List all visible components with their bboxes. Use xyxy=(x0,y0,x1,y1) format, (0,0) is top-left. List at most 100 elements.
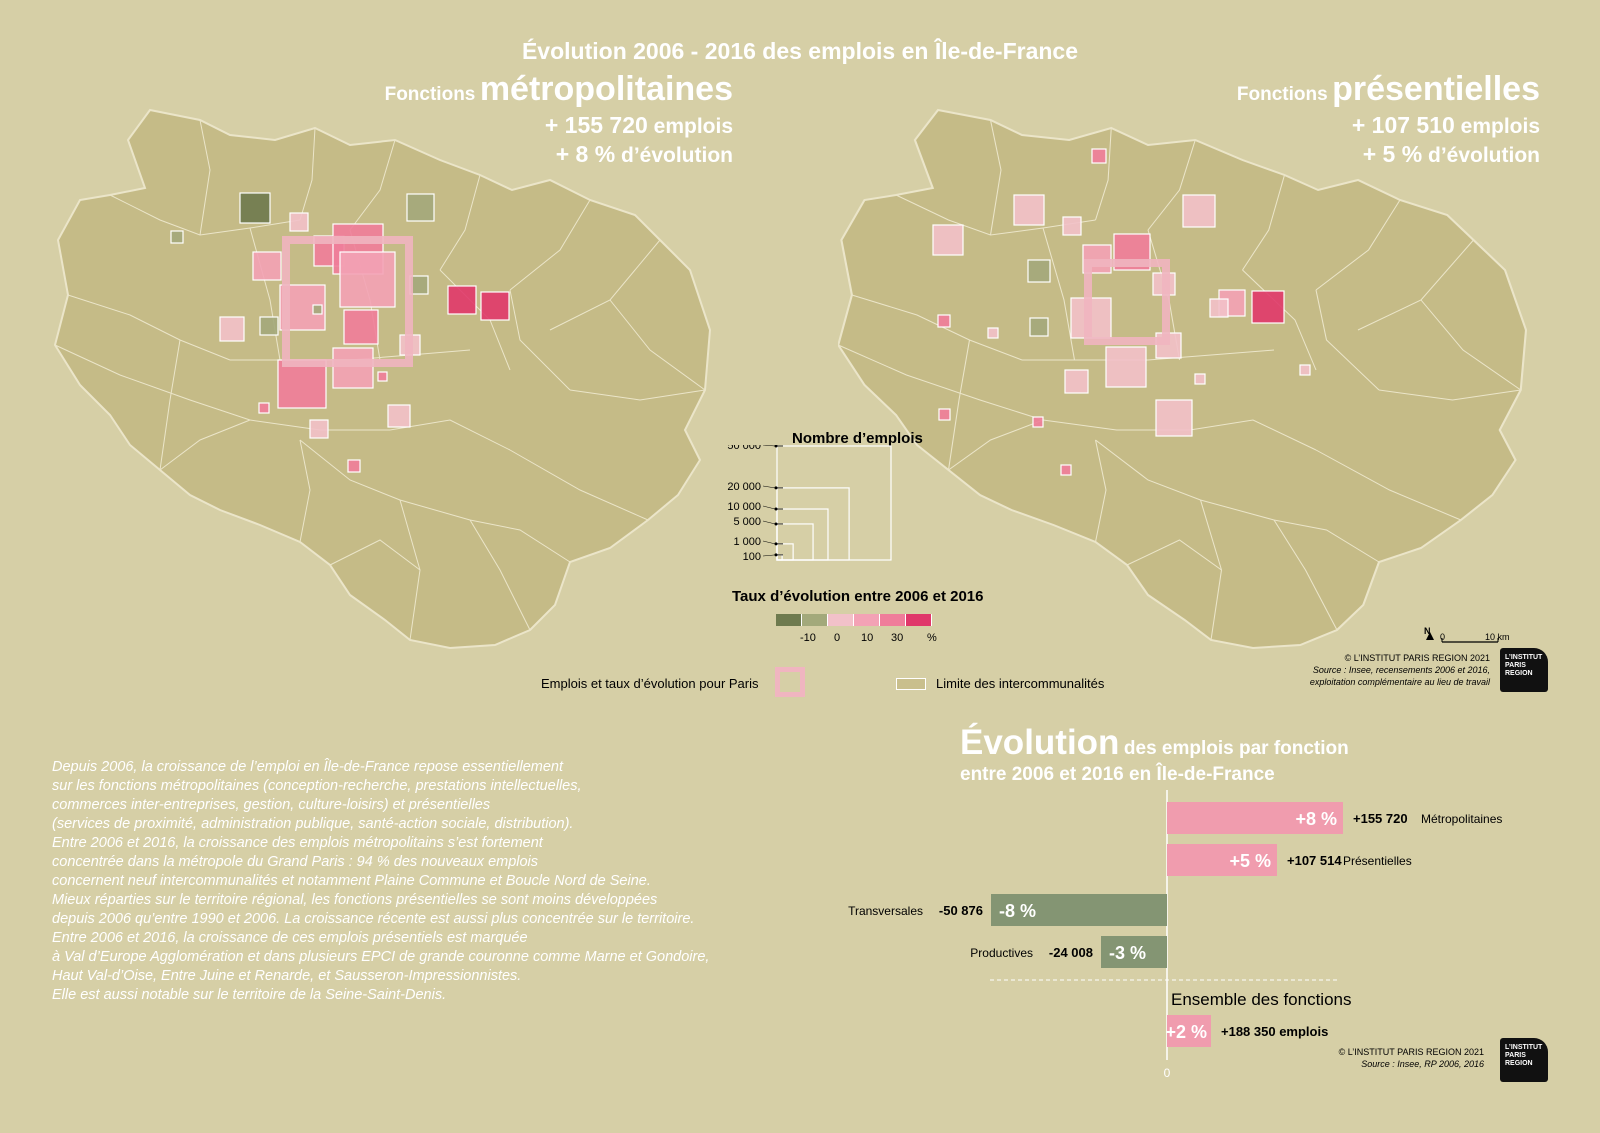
map-title-presentielles: Fonctions présentielles + 107 510 emploi… xyxy=(1236,70,1540,167)
epci-square xyxy=(1155,399,1193,437)
bar-jobs-label: -24 008 xyxy=(1049,945,1093,960)
epci-square xyxy=(1299,364,1311,376)
rate-tick: % xyxy=(927,632,937,644)
main-title: Évolution 2006 - 2016 des emplois en Île… xyxy=(521,38,1079,64)
paris-legend-symbol xyxy=(775,667,805,697)
epci-square xyxy=(170,230,184,244)
epci-square xyxy=(239,192,271,224)
rate-tick: 10 xyxy=(861,632,874,644)
bar-category-label: Productives xyxy=(970,946,1033,960)
rate-color-swatch xyxy=(854,614,880,626)
rate-color-scale xyxy=(776,614,932,626)
paris-legend-label: Emplois et taux d’évolution pour Paris xyxy=(541,676,759,691)
bar-jobs-label: +107 514 xyxy=(1287,853,1342,868)
bar-pct-label: -8 % xyxy=(999,901,1036,921)
rate-tick: 30 xyxy=(891,632,904,644)
rate-color-swatch xyxy=(906,614,932,626)
north-label: N xyxy=(1424,626,1431,636)
epci-square xyxy=(377,371,388,382)
epci-square xyxy=(938,408,951,421)
paris-square xyxy=(1084,259,1170,345)
size-legend-square xyxy=(776,508,829,561)
map-metropolitaines xyxy=(53,108,712,650)
epci-square xyxy=(480,291,510,321)
bar-total xyxy=(1167,1015,1211,1047)
bar-jobs-label: +155 720 xyxy=(1353,811,1408,826)
map-boundaries xyxy=(838,108,1528,650)
epci-square xyxy=(312,304,323,315)
total-label: Ensemble des fonctions xyxy=(1171,990,1352,1009)
epci-square xyxy=(932,224,964,256)
chart-credit: © L’INSTITUT PARIS REGION 2021 Source : … xyxy=(1338,1047,1484,1069)
map-presentielles xyxy=(838,108,1528,650)
epci-square xyxy=(1182,194,1216,228)
epci-square xyxy=(289,212,309,232)
epci-square xyxy=(1062,216,1082,236)
rate-legend-title: Taux d’évolution entre 2006 et 2016 xyxy=(732,588,984,605)
institut-logo: L’INSTITUT PARIS REGION xyxy=(1500,648,1548,692)
institut-logo: L’INSTITUT PARIS REGION xyxy=(1500,1038,1548,1082)
rate-color-swatch xyxy=(828,614,854,626)
epci-square xyxy=(259,316,279,336)
rate-color-swatch xyxy=(880,614,906,626)
rate-tick: -10 xyxy=(800,632,816,644)
bar-pct-label: +8 % xyxy=(1295,809,1337,829)
epci-square xyxy=(937,314,951,328)
epci-square xyxy=(1194,373,1206,385)
scale-bar xyxy=(1426,632,1499,643)
epci-square xyxy=(277,359,327,409)
size-legend-tick: 10 000 xyxy=(727,501,761,513)
size-legend-title: Nombre d’emplois xyxy=(792,430,923,447)
bar xyxy=(1167,844,1277,876)
epci-square xyxy=(447,285,477,315)
bar xyxy=(1167,802,1343,834)
epci-square xyxy=(332,347,374,389)
bar-pct-label: +2 % xyxy=(1165,1022,1207,1042)
epci-square xyxy=(258,402,270,414)
chart-title: Évolution des emplois par fonction entre… xyxy=(960,723,1349,785)
bar-jobs-label: +188 350 emplois xyxy=(1221,1024,1328,1039)
size-legend-square xyxy=(776,523,814,561)
size-legend-square xyxy=(776,554,783,561)
commentary-text: Depuis 2006, la croissance de l’emploi e… xyxy=(52,759,710,1003)
epci-square xyxy=(1029,317,1049,337)
bar-category-label: Transversales xyxy=(848,904,923,918)
bar-category-label: Présentielles xyxy=(1343,854,1412,868)
bar xyxy=(991,894,1167,926)
size-legend-tick: 20 000 xyxy=(727,481,761,493)
epci-square xyxy=(1064,369,1089,394)
epci-square xyxy=(1209,298,1229,318)
epci-square xyxy=(339,251,396,308)
bar-jobs-label: -50 876 xyxy=(939,903,983,918)
size-legend-tick: 100 xyxy=(743,551,761,563)
epci-square xyxy=(1027,259,1051,283)
bar-pct-label: +5 % xyxy=(1229,851,1271,871)
size-legend-tick: 50 000 xyxy=(727,445,761,452)
size-legend-square xyxy=(776,445,892,561)
limit-legend-symbol xyxy=(896,678,926,690)
epci-square xyxy=(1105,346,1147,388)
paris-square xyxy=(282,236,413,367)
scale-km: 10 km xyxy=(1485,632,1510,642)
bar xyxy=(1101,936,1167,968)
epci-square xyxy=(1060,464,1072,476)
axis-zero-label: 0 xyxy=(1164,1066,1171,1080)
size-legend-tick: 1 000 xyxy=(733,536,761,548)
bar-pct-label: -3 % xyxy=(1109,943,1146,963)
epci-square xyxy=(1013,194,1045,226)
rate-tick: 0 xyxy=(834,632,841,644)
size-legend: 50 000 20 000 10 000 5 000 1 000 100 xyxy=(727,445,892,563)
epci-square xyxy=(347,459,361,473)
limit-legend-label: Limite des intercommunalités xyxy=(936,676,1105,691)
map-squares xyxy=(932,148,1311,476)
rate-color-swatch xyxy=(776,614,802,626)
epci-square xyxy=(1091,148,1107,164)
epci-square xyxy=(309,419,329,439)
epci-square xyxy=(343,309,379,345)
epci-square xyxy=(406,193,435,222)
rate-color-swatch xyxy=(802,614,828,626)
size-legend-tick: 5 000 xyxy=(733,516,761,528)
epci-square xyxy=(1251,290,1285,324)
bar-category-label: Métropolitaines xyxy=(1421,812,1502,826)
map-title-metropolitaines: Fonctions métropolitaines + 155 720 empl… xyxy=(384,70,733,167)
